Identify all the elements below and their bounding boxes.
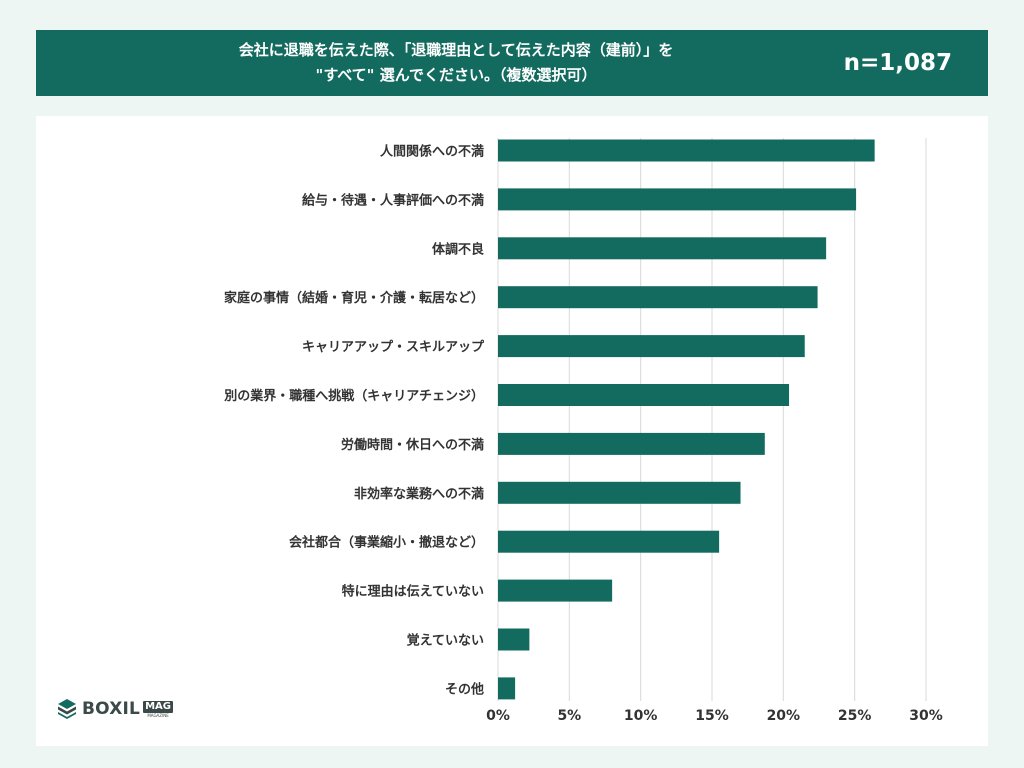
bar	[498, 481, 741, 504]
bar	[498, 677, 516, 700]
x-tick-label: 10%	[624, 708, 658, 724]
category-label: 体調不良	[432, 241, 484, 257]
title-line-2: "すべて" 選んでください。（複数選択可）	[315, 66, 597, 84]
bar	[498, 237, 827, 260]
category-label: 給与・待遇・人事評価への不満	[302, 192, 484, 208]
bar	[498, 628, 530, 651]
x-tick-label: 20%	[767, 708, 801, 724]
bar	[498, 432, 765, 455]
chart-panel: 0% 5% 10% 15% 20% 25% 30% 人間関係への不満給与・待遇・人事評価への不…	[36, 116, 988, 746]
title-line-1: 会社に退職を伝えた際、「退職理由として伝えた内容（建前）」を	[238, 41, 674, 59]
bar	[498, 579, 613, 602]
boxil-cube-icon	[58, 699, 76, 719]
x-tick-label: 15%	[695, 708, 729, 724]
category-label: 人間関係への不満	[380, 144, 484, 160]
category-label: 家庭の事情（結婚・育児・介護・転居など）	[224, 290, 484, 306]
category-label: 別の業界・職種へ挑戦（キャリアチェンジ）	[223, 388, 484, 404]
category-label: その他	[445, 681, 484, 697]
bar	[498, 188, 857, 211]
chart-title: 会社に退職を伝えた際、「退職理由として伝えた内容（建前）」を "すべて" 選んで…	[96, 35, 816, 91]
bar	[498, 335, 805, 358]
bar-chart: 0% 5% 10% 15% 20% 25% 30% 人間関係への不満給与・待遇・人事評価への不…	[223, 138, 943, 724]
chart-header: 会社に退職を伝えた際、「退職理由として伝えた内容（建前）」を "すべて" 選んで…	[36, 30, 988, 96]
boxil-mag-logo: BOXIL MAG MAGAZINE	[56, 698, 173, 720]
x-tick-label: 25%	[838, 708, 872, 724]
logo-mag-sub: MAGAZINE	[147, 712, 169, 718]
bar	[498, 530, 720, 553]
bar	[498, 384, 790, 406]
sample-size-label: n=1,087	[843, 50, 952, 76]
x-tick-label: 0%	[486, 708, 510, 724]
category-label: 会社都合（事業縮小・撤退など）	[289, 535, 484, 551]
category-label: 労働時間・休日への不満	[341, 437, 484, 453]
category-label: 非効率な業務への不満	[354, 486, 484, 502]
logo-mag: MAG MAGAZINE	[143, 700, 173, 718]
category-label: キャリアアップ・スキルアップ	[302, 340, 485, 355]
bar	[498, 286, 818, 309]
category-label: 特に理由は伝えていない	[342, 584, 484, 600]
logo-mag-badge: MAG	[143, 700, 173, 713]
x-tick-label: 5%	[557, 708, 581, 724]
bar	[498, 139, 875, 162]
category-label: 覚えていない	[406, 633, 484, 649]
x-tick-label: 30%	[909, 708, 943, 724]
logo-word: BOXIL	[82, 699, 141, 719]
